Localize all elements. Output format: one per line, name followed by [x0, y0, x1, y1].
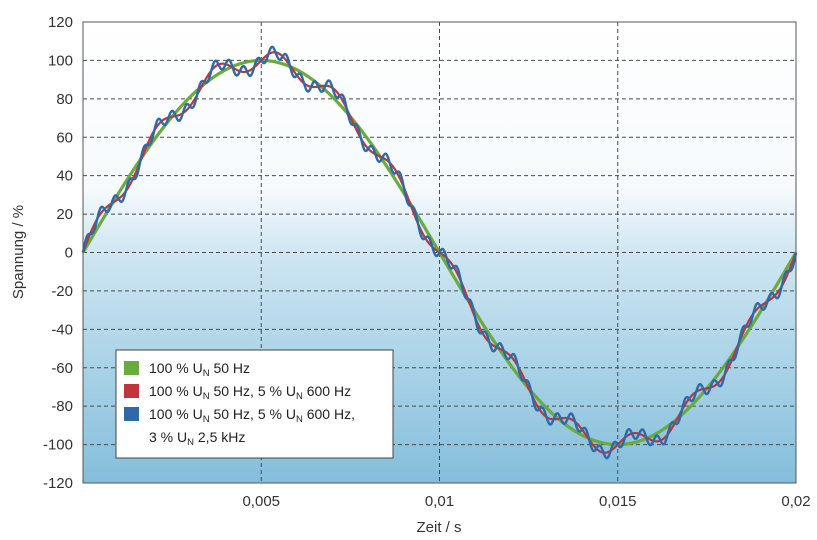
legend-entry-text: 100 % UN 50 Hz, 5 % UN 600 Hz: [149, 383, 351, 402]
legend-box: [115, 349, 394, 459]
y-tick-label: 40: [56, 168, 73, 185]
legend-swatch: [124, 384, 139, 398]
y-tick-label: 60: [56, 129, 73, 146]
x-tick-label: 0,01: [425, 493, 454, 510]
y-axis-label: Spannung / %: [10, 205, 27, 299]
y-tick-label: -40: [51, 321, 73, 338]
y-tick-label: 80: [56, 91, 73, 108]
x-tick-label: 0,005: [242, 493, 280, 510]
legend-swatch: [124, 407, 139, 421]
y-tick-label: -60: [51, 360, 73, 377]
legend-entry-text: 100 % UN 50 Hz: [149, 360, 250, 379]
x-axis-label: Zeit / s: [416, 519, 461, 536]
y-tick-label: -100: [43, 437, 73, 454]
plot-frame: [82, 21, 797, 484]
y-tick-label: 100: [48, 52, 73, 69]
y-tick-labels: 120 100 80 60 40 20 0 -20 -40 -60 -80 -100 -120: [43, 14, 73, 492]
legend-entry-text: 100 % UN 50 Hz, 5 % UN 600 Hz,: [149, 406, 355, 425]
series-group: [81, 45, 798, 460]
legend: 100 % UN 50 Hz 100 % UN 50 Hz, 5 % UN 600…: [115, 349, 394, 459]
x-tick-label: 0,02: [781, 493, 810, 510]
y-tick-label: 120: [48, 14, 73, 31]
legend-entry-text: 3 % UN 2,5 kHz: [149, 429, 245, 448]
series-line-3: [81, 45, 798, 460]
y-tick-label: 20: [56, 206, 73, 223]
legend-swatch: [124, 361, 139, 375]
y-tick-label: -80: [51, 398, 73, 415]
y-tick-label: 0: [65, 245, 73, 262]
x-tick-labels: 0,005 0,01 0,015 0,02: [242, 493, 810, 510]
x-tick-label: 0,015: [599, 493, 637, 510]
y-tick-label: -20: [51, 283, 73, 300]
y-tick-label: -120: [43, 475, 73, 492]
